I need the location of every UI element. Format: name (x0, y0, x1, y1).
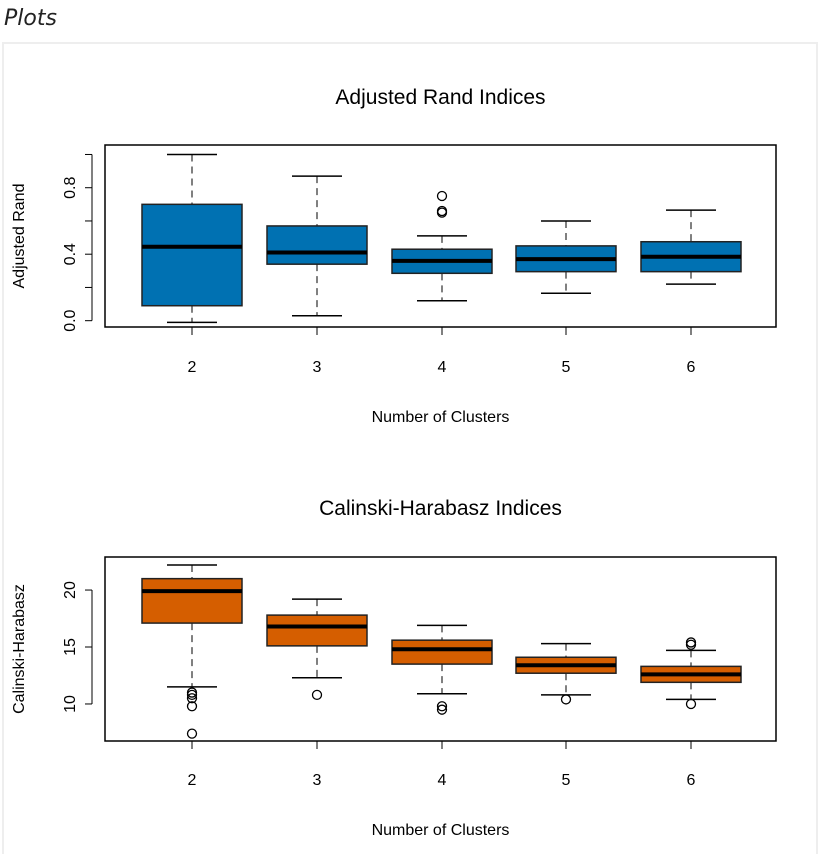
y-tick-label: 15 (62, 638, 79, 656)
plot-frame (104, 556, 777, 742)
x-axis-label: Number of Clusters (372, 822, 510, 839)
x-tick-label: 6 (687, 772, 696, 789)
chart-title: Adjusted Rand Indices (335, 86, 545, 109)
y-tick-label: 0.8 (62, 176, 79, 198)
x-tick-label: 3 (313, 772, 322, 789)
outlier-point (685, 698, 697, 710)
y-tick-label: 20 (62, 581, 79, 599)
outlier-point (436, 190, 448, 202)
x-tick-label: 4 (438, 359, 447, 376)
x-tick-label: 4 (438, 772, 447, 789)
box (391, 639, 493, 665)
x-axis-label: Number of Clusters (372, 409, 510, 426)
y-axis-label: Adjusted Rand (11, 184, 28, 289)
outlier-point (436, 704, 448, 715)
box (141, 577, 243, 624)
plot-frame (104, 144, 777, 328)
y-axis-label: Calinski-Harabasz (11, 584, 28, 714)
plots-panel (2, 42, 818, 854)
plots-header: Plots (4, 6, 57, 31)
x-tick-label: 5 (562, 772, 571, 789)
outlier-point (436, 701, 448, 712)
chart-title: Calinski-Harabasz Indices (319, 497, 562, 520)
outlier-point (186, 701, 198, 712)
outlier-point (311, 689, 323, 701)
x-tick-label: 2 (188, 359, 197, 376)
outlier-point (186, 693, 198, 704)
y-tick-label: 10 (62, 695, 79, 713)
box (141, 203, 243, 307)
x-tick-label: 6 (687, 359, 696, 376)
outlier-point (186, 689, 198, 701)
x-tick-label: 3 (313, 359, 322, 376)
outlier-point (560, 694, 572, 705)
outlier-point (186, 728, 198, 739)
x-tick-label: 5 (562, 359, 571, 376)
y-tick-label: 0.0 (62, 309, 79, 331)
y-tick-label: 0.4 (62, 243, 79, 265)
box (266, 225, 368, 265)
x-tick-label: 2 (188, 772, 197, 789)
outlier-point (436, 205, 448, 217)
box (266, 614, 368, 647)
outlier-point (685, 639, 697, 650)
